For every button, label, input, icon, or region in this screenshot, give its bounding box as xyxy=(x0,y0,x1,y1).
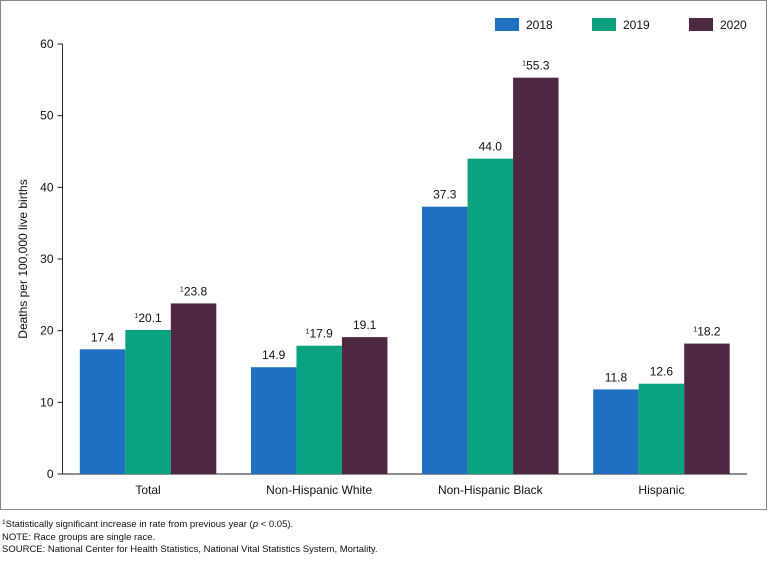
value-label: 44.0 xyxy=(479,140,503,154)
value-text: 14.9 xyxy=(262,348,286,362)
legend-label: 2019 xyxy=(623,18,650,32)
y-tick-label: 40 xyxy=(40,180,54,194)
bar xyxy=(467,158,514,474)
value-label: 17.4 xyxy=(91,330,115,344)
x-tick-label: Total xyxy=(135,483,160,497)
bar xyxy=(296,345,342,474)
value-text: 23.8 xyxy=(184,284,208,298)
value-text: 11.8 xyxy=(605,370,628,384)
bar xyxy=(593,389,639,474)
legend-swatch xyxy=(689,18,713,31)
x-tick-label: Non-Hispanic Black xyxy=(438,483,544,497)
value-text: 18.2 xyxy=(697,325,721,339)
frame xyxy=(0,0,767,510)
value-label: 11.8 xyxy=(605,370,628,384)
value-text: 20.1 xyxy=(138,311,162,325)
value-label: 155.3 xyxy=(522,59,550,73)
footnote-marker: 1 xyxy=(2,519,6,526)
legend-label: 2018 xyxy=(526,18,553,32)
bar xyxy=(250,367,297,474)
value-text: 12.6 xyxy=(650,365,674,379)
note-marker: 1 xyxy=(693,327,697,334)
x-tick-label: Hispanic xyxy=(638,483,684,497)
x-tick-label: Non-Hispanic White xyxy=(266,483,372,497)
value-label: 19.1 xyxy=(353,318,377,332)
value-label: 37.3 xyxy=(433,188,457,202)
value-text: 55.3 xyxy=(526,59,550,73)
footnote-text: < 0.05). xyxy=(258,519,293,530)
y-tick-label: 60 xyxy=(40,37,54,51)
note-marker: 1 xyxy=(306,329,310,336)
value-text: 37.3 xyxy=(433,188,457,202)
y-tick-label: 0 xyxy=(47,467,54,481)
value-label: 14.9 xyxy=(262,348,286,362)
y-tick-label: 50 xyxy=(40,109,54,123)
note-marker: 1 xyxy=(522,61,526,68)
bar xyxy=(79,349,126,474)
y-tick-label: 20 xyxy=(40,324,54,338)
footnote-text: Statistically significant increase in ra… xyxy=(6,519,254,530)
value-text: 17.4 xyxy=(91,330,115,344)
value-label: 118.2 xyxy=(693,325,721,339)
footnote-italic: p xyxy=(252,519,258,530)
value-label: 117.9 xyxy=(306,327,334,341)
value-text: 44.0 xyxy=(479,140,503,154)
value-label: 123.8 xyxy=(180,284,208,298)
bar xyxy=(125,329,171,474)
footnote: 1Statistically significant increase in r… xyxy=(2,519,293,530)
value-label: 120.1 xyxy=(134,311,162,325)
legend-label: 2020 xyxy=(720,18,747,32)
legend-swatch xyxy=(592,18,616,31)
value-text: 17.9 xyxy=(309,327,333,341)
source: SOURCE: National Center for Health Stati… xyxy=(2,544,378,555)
value-label: 12.6 xyxy=(650,365,674,379)
bar xyxy=(684,343,730,474)
bar xyxy=(341,337,388,474)
bar xyxy=(638,383,685,474)
note: NOTE: Race groups are single race. xyxy=(2,532,155,543)
note-marker: 1 xyxy=(134,313,138,320)
legend-swatch xyxy=(495,18,519,31)
y-tick-label: 30 xyxy=(40,252,54,266)
bar xyxy=(170,303,217,474)
y-axis-label: Deaths per 100,000 live births xyxy=(16,179,30,338)
value-text: 19.1 xyxy=(353,318,377,332)
y-tick-label: 10 xyxy=(40,395,54,409)
note-marker: 1 xyxy=(180,286,184,293)
bar xyxy=(513,77,559,474)
bar xyxy=(422,206,468,474)
